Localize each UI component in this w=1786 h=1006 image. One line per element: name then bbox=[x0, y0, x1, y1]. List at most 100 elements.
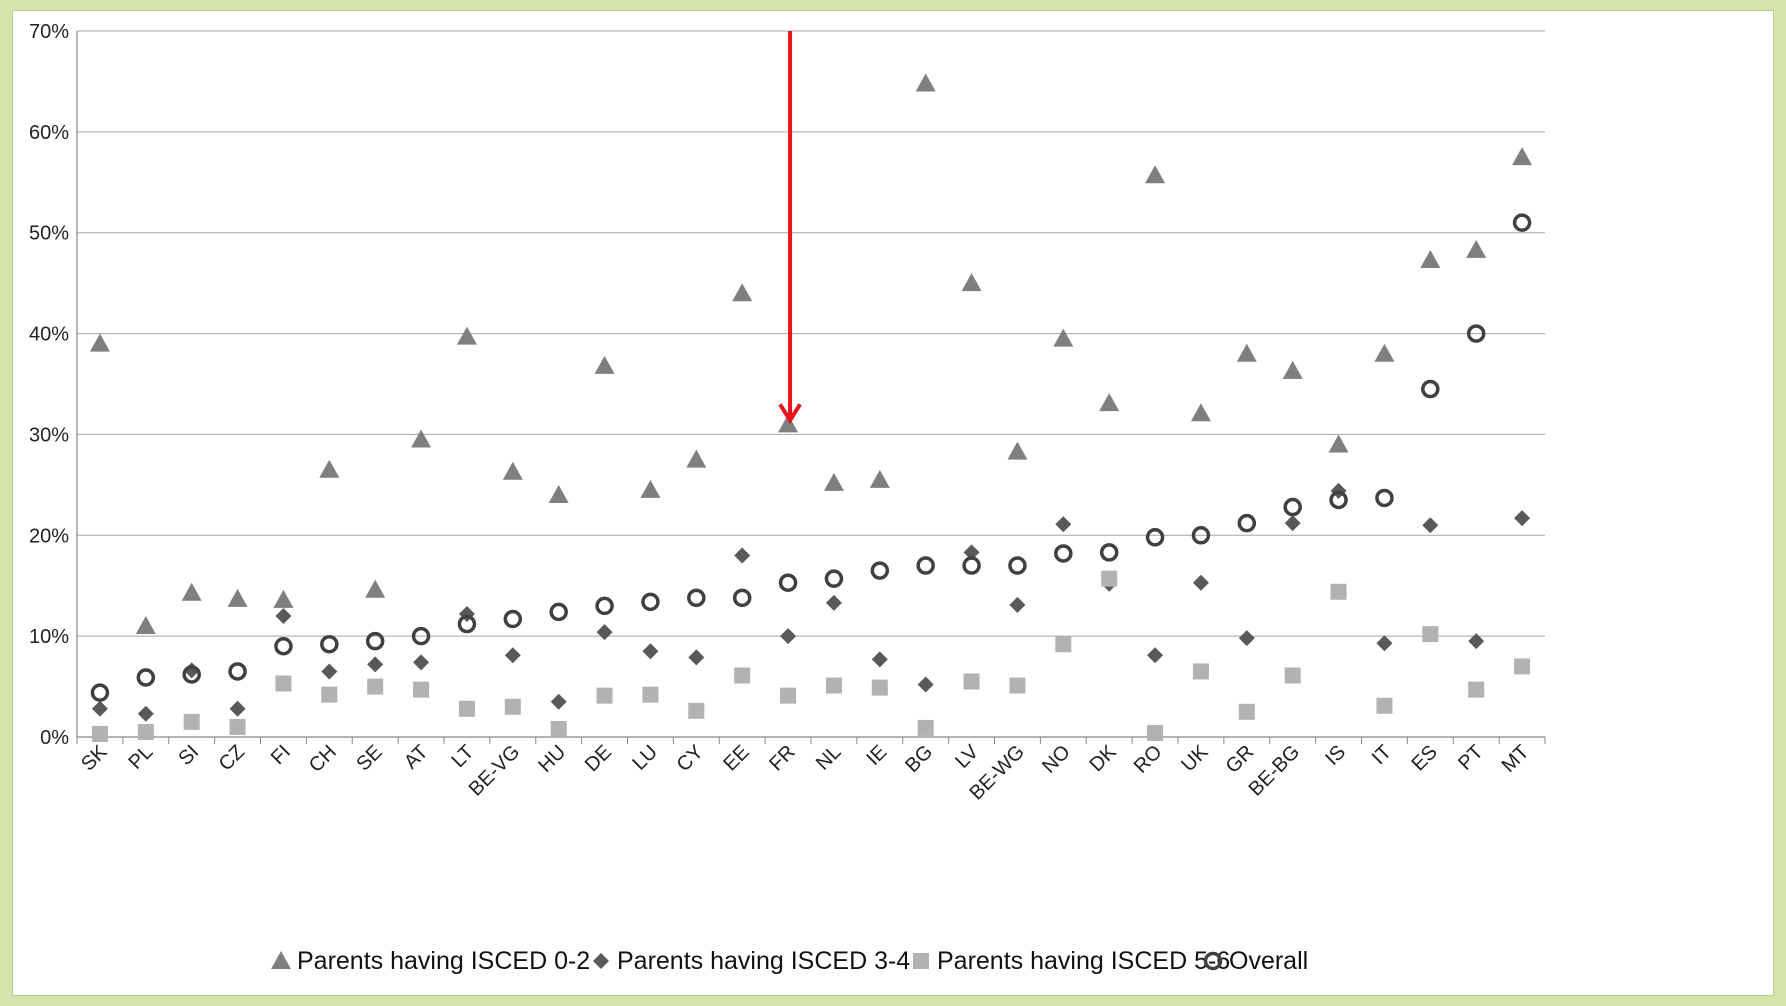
x-tick-label: BE-VG bbox=[465, 741, 525, 801]
data-point-square bbox=[1331, 584, 1347, 600]
data-point-square bbox=[275, 676, 291, 692]
data-point-triangle bbox=[1053, 329, 1073, 347]
legend-marker-diamond bbox=[593, 953, 609, 969]
data-point-diamond bbox=[734, 547, 750, 563]
data-point-circle bbox=[1239, 516, 1254, 531]
data-point-circle bbox=[276, 639, 291, 654]
data-point-square bbox=[1285, 667, 1301, 683]
data-point-circle bbox=[872, 563, 887, 578]
y-tick-labels: 0% 10% 20% 30% 40% 50% 60% 70% bbox=[29, 21, 69, 749]
data-point-square bbox=[1422, 626, 1438, 642]
y-tick-label: 30% bbox=[29, 424, 69, 446]
x-tick-label: LU bbox=[628, 741, 662, 775]
data-point-triangle bbox=[228, 589, 248, 607]
x-tick-label: UK bbox=[1177, 741, 1213, 777]
x-tick-label: DK bbox=[1086, 741, 1122, 777]
x-tick-label: HU bbox=[534, 741, 570, 777]
data-point-square bbox=[734, 667, 750, 683]
legend-label: Parents having ISCED 0-2 bbox=[297, 947, 590, 975]
chart-frame: 0% 10% 20% 30% 40% 50% 60% 70% SK PL SI CZ FI CH SE AT… bbox=[12, 10, 1774, 996]
data-point-square bbox=[1376, 698, 1392, 714]
data-point-square bbox=[92, 726, 108, 742]
x-tick-label: PT bbox=[1454, 741, 1488, 775]
data-point-circle bbox=[1285, 500, 1300, 515]
data-point-diamond bbox=[1285, 515, 1301, 531]
data-point-triangle bbox=[457, 327, 477, 345]
data-point-circle bbox=[551, 604, 566, 619]
axes bbox=[77, 31, 1545, 744]
data-point-diamond bbox=[1376, 635, 1392, 651]
data-point-square bbox=[642, 687, 658, 703]
data-point-triangle bbox=[1237, 344, 1257, 362]
data-point-square bbox=[184, 714, 200, 730]
data-point-circle bbox=[1515, 215, 1530, 230]
data-point-triangle bbox=[319, 460, 339, 478]
data-point-diamond bbox=[872, 651, 888, 667]
data-point-diamond bbox=[413, 654, 429, 670]
x-tick-label: NL bbox=[812, 741, 846, 775]
data-point-square bbox=[918, 720, 934, 736]
data-point-circle bbox=[1102, 545, 1117, 560]
data-point-triangle bbox=[1283, 361, 1303, 379]
data-point-square bbox=[688, 703, 704, 719]
data-point-circle bbox=[1423, 382, 1438, 397]
data-point-square bbox=[1101, 571, 1117, 587]
data-point-triangle bbox=[916, 73, 936, 91]
legend-label: Parents having ISCED 3-4 bbox=[617, 947, 910, 975]
data-point-circle bbox=[92, 685, 107, 700]
data-point-diamond bbox=[1193, 575, 1209, 591]
x-tick-label: CY bbox=[673, 741, 708, 776]
data-point-square bbox=[597, 688, 613, 704]
data-point-triangle bbox=[640, 480, 660, 498]
data-point-square bbox=[138, 724, 154, 740]
x-tick-label: NO bbox=[1038, 741, 1075, 778]
y-tick-label: 50% bbox=[29, 223, 69, 245]
data-point-diamond bbox=[1514, 510, 1530, 526]
x-tick-label: BE-BG bbox=[1245, 741, 1305, 801]
data-point-triangle bbox=[1466, 240, 1486, 258]
data-point-diamond bbox=[780, 628, 796, 644]
data-point-diamond bbox=[688, 649, 704, 665]
x-tick-label: AT bbox=[400, 741, 433, 774]
data-point-diamond bbox=[597, 624, 613, 640]
x-tick-label: ES bbox=[1407, 741, 1441, 775]
data-point-triangle bbox=[273, 590, 293, 608]
data-point-diamond bbox=[1422, 517, 1438, 533]
data-point-square bbox=[321, 687, 337, 703]
data-point-square bbox=[413, 682, 429, 698]
data-point-circle bbox=[643, 594, 658, 609]
data-point-circle bbox=[1377, 490, 1392, 505]
data-point-triangle bbox=[411, 429, 431, 447]
legend-label: Parents having ISCED 5-6 bbox=[937, 947, 1230, 975]
x-tick-label: LT bbox=[447, 741, 478, 772]
x-tick-label: FR bbox=[765, 741, 799, 775]
data-markers bbox=[90, 73, 1532, 742]
grid-lines bbox=[77, 31, 1545, 636]
x-tick-label: IT bbox=[1368, 741, 1396, 769]
data-point-triangle bbox=[1329, 435, 1349, 453]
data-point-diamond bbox=[1468, 633, 1484, 649]
data-point-square bbox=[1193, 663, 1209, 679]
data-point-triangle bbox=[1374, 344, 1394, 362]
data-point-diamond bbox=[230, 701, 246, 717]
data-point-circle bbox=[1056, 546, 1071, 561]
data-point-square bbox=[1009, 678, 1025, 694]
data-point-diamond bbox=[826, 595, 842, 611]
data-point-circle bbox=[735, 590, 750, 605]
data-point-triangle bbox=[1512, 147, 1532, 165]
x-tick-label: SE bbox=[352, 741, 386, 775]
data-point-circle bbox=[505, 611, 520, 626]
data-point-triangle bbox=[824, 473, 844, 491]
data-point-diamond bbox=[551, 694, 567, 710]
data-point-triangle bbox=[1007, 442, 1027, 460]
x-tick-label: CZ bbox=[215, 741, 249, 775]
data-point-square bbox=[1468, 682, 1484, 698]
data-point-triangle bbox=[503, 462, 523, 480]
data-point-square bbox=[551, 721, 567, 737]
data-point-triangle bbox=[732, 283, 752, 301]
data-point-diamond bbox=[367, 656, 383, 672]
x-tick-label: RO bbox=[1130, 741, 1167, 778]
data-point-circle bbox=[781, 575, 796, 590]
x-tick-label: DE bbox=[581, 741, 616, 776]
data-point-triangle bbox=[90, 334, 110, 352]
